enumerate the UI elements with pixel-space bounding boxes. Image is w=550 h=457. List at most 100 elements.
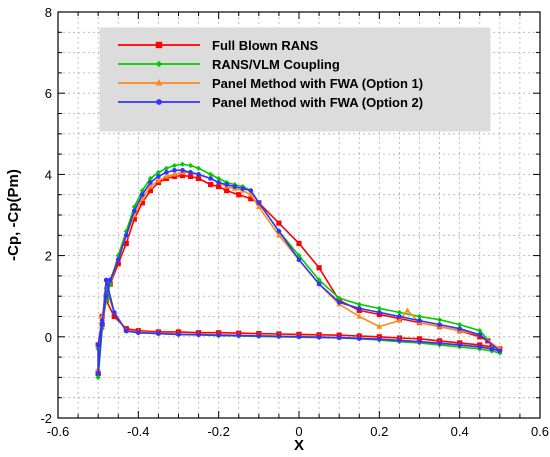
data-point xyxy=(376,336,382,342)
data-point xyxy=(376,305,382,311)
data-point xyxy=(477,344,483,350)
y-tick-label: 6 xyxy=(45,86,52,101)
data-point xyxy=(316,281,322,287)
data-point xyxy=(155,79,163,86)
data-point xyxy=(180,168,185,173)
data-point xyxy=(316,334,322,340)
data-point xyxy=(123,240,129,247)
data-point xyxy=(457,342,463,348)
data-point xyxy=(147,183,154,189)
data-point xyxy=(397,338,402,343)
data-point xyxy=(187,162,194,169)
data-point xyxy=(256,200,262,206)
data-point xyxy=(316,277,322,283)
data-point xyxy=(296,257,302,262)
series xyxy=(95,168,503,376)
data-point xyxy=(236,192,242,198)
data-point xyxy=(155,177,162,183)
data-point xyxy=(103,293,109,299)
data-point xyxy=(131,216,137,222)
data-point xyxy=(155,60,163,68)
data-point xyxy=(417,339,422,345)
data-point xyxy=(397,314,402,319)
data-point xyxy=(195,175,202,182)
data-point xyxy=(336,295,342,301)
x-tick-label: -0.6 xyxy=(47,424,69,439)
data-point xyxy=(147,175,153,182)
legend: Full Blown RANS RANS/VLM Coupling Panel Me… xyxy=(99,27,491,132)
data-point xyxy=(236,333,242,338)
data-point xyxy=(196,332,201,338)
data-point xyxy=(171,171,178,177)
data-point xyxy=(155,41,163,49)
legend-label: RANS/VLM Coupling xyxy=(212,57,340,72)
data-point xyxy=(164,170,169,175)
data-point xyxy=(123,328,129,334)
data-point xyxy=(111,310,117,315)
data-point xyxy=(255,203,262,209)
data-point xyxy=(115,261,121,267)
data-point xyxy=(179,161,186,167)
data-point xyxy=(356,313,363,319)
data-point xyxy=(216,175,222,182)
data-point xyxy=(436,317,443,323)
y-tick-label: 0 xyxy=(45,330,52,345)
data-point xyxy=(416,313,423,320)
data-point xyxy=(115,257,121,262)
data-point xyxy=(216,183,222,190)
data-point xyxy=(489,346,495,352)
data-point xyxy=(179,173,186,179)
data-point xyxy=(216,332,222,338)
data-point xyxy=(139,200,145,206)
data-point xyxy=(276,220,282,226)
series-group xyxy=(95,161,503,380)
data-point xyxy=(135,330,141,336)
data-point xyxy=(176,332,181,337)
data-point xyxy=(296,240,302,247)
data-point xyxy=(111,313,117,320)
data-point xyxy=(115,253,121,259)
data-point xyxy=(139,195,146,201)
data-point xyxy=(187,173,194,180)
data-point xyxy=(248,196,254,202)
data-point xyxy=(376,310,382,315)
data-point xyxy=(247,191,254,197)
data-point xyxy=(232,184,238,189)
data-point xyxy=(224,188,230,194)
y-tick-label: -2 xyxy=(40,411,52,426)
data-point xyxy=(95,374,101,380)
x-tick-label: 0.6 xyxy=(531,424,549,439)
legend-label: Panel Method with FWA (Option 2) xyxy=(212,95,423,110)
y-tick-label: 2 xyxy=(45,249,52,264)
data-point xyxy=(276,232,282,238)
data-point xyxy=(208,181,214,188)
y-tick-label: 8 xyxy=(45,5,52,20)
data-point xyxy=(208,171,214,177)
data-point xyxy=(156,331,161,336)
data-point xyxy=(336,335,342,340)
data-point xyxy=(248,188,254,193)
data-point xyxy=(296,334,302,340)
data-point xyxy=(240,186,246,191)
data-point xyxy=(95,342,101,348)
data-point xyxy=(208,176,213,181)
data-point xyxy=(477,328,483,334)
data-point xyxy=(163,173,170,179)
data-point xyxy=(147,188,153,194)
x-tick-label: -0.2 xyxy=(207,424,229,439)
data-point xyxy=(376,323,383,329)
legend-box xyxy=(99,27,491,132)
data-point xyxy=(457,322,463,328)
data-point xyxy=(171,162,178,169)
legend-label: Panel Method with FWA (Option 1) xyxy=(212,76,423,91)
legend-label: Full Blown RANS xyxy=(212,38,318,53)
data-point xyxy=(99,322,105,327)
data-point xyxy=(477,332,483,338)
y-axis-title: -Cp, -Cp(Pm) xyxy=(5,169,22,261)
data-point xyxy=(417,318,422,323)
data-point xyxy=(140,192,145,198)
data-point xyxy=(156,99,162,105)
data-point xyxy=(163,165,170,171)
data-point xyxy=(156,174,161,179)
